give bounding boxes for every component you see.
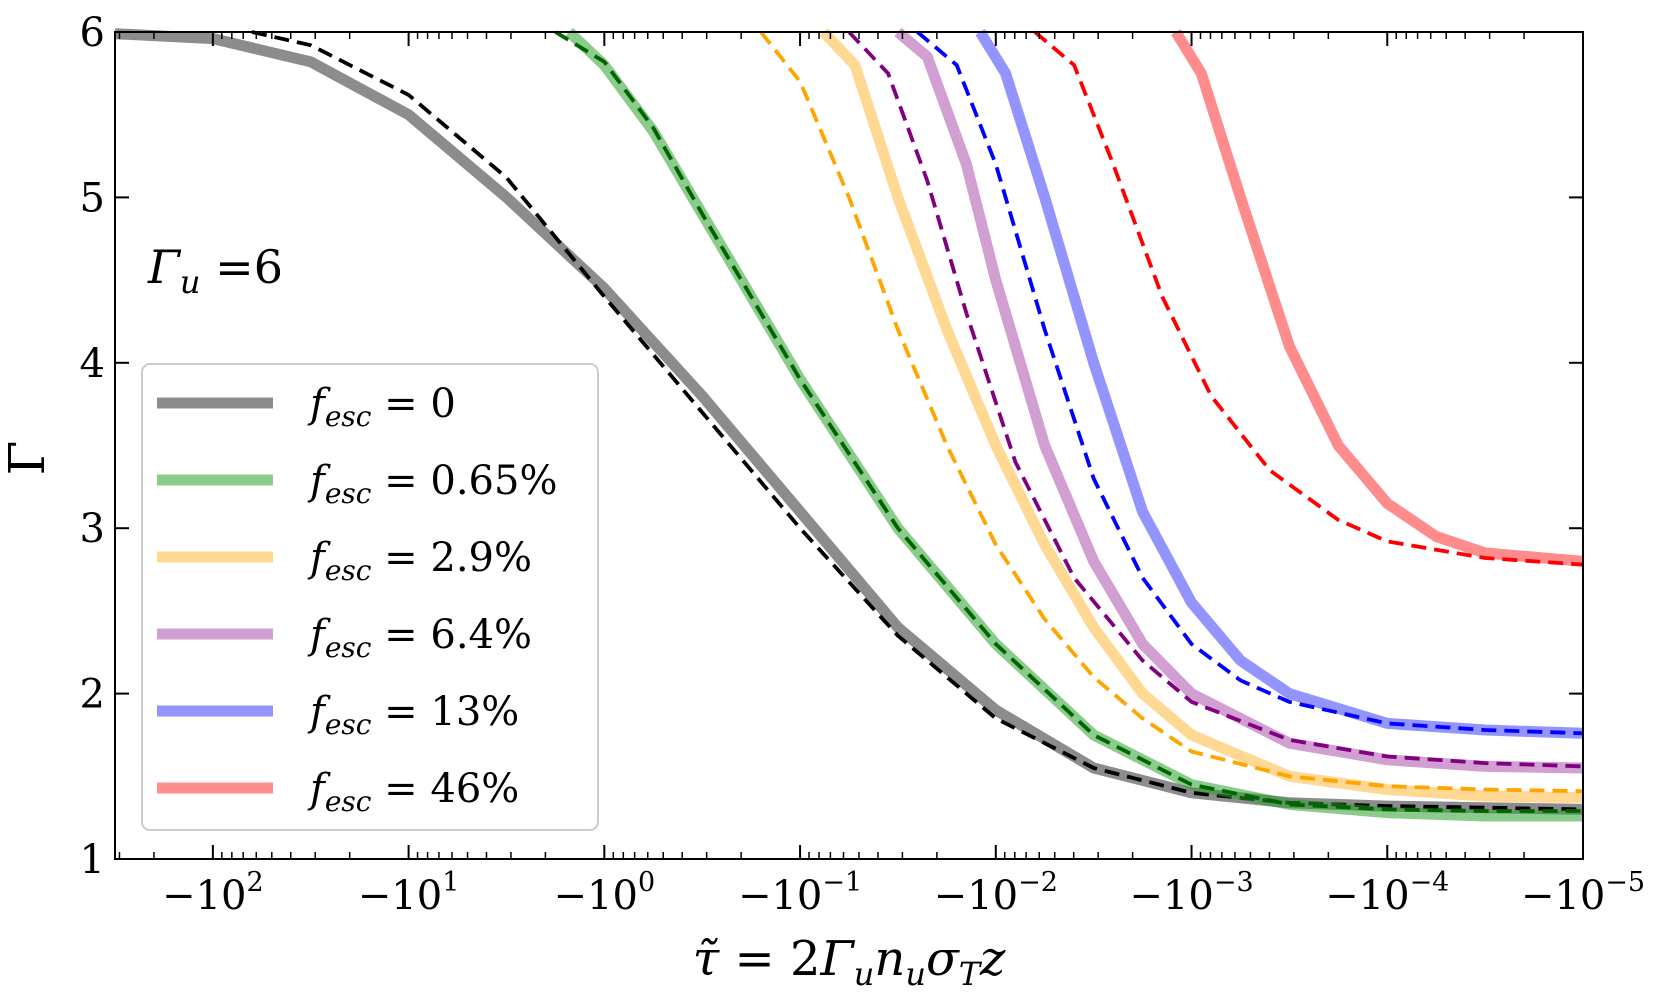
legend-box [141, 363, 599, 831]
plot-frame [114, 31, 1584, 860]
legend-label-4: fesc = 13% [307, 689, 519, 741]
series-5-dashed-line [1033, 30, 1584, 567]
series-4-solid-line [975, 29, 1584, 739]
series-5-solid-line [1171, 29, 1584, 567]
series-4-dashed-line [916, 30, 1584, 736]
x-tick-label: −10−5 [1521, 867, 1645, 919]
y-tick-label: 1 [80, 837, 105, 883]
legend-label-5: fesc = 46% [307, 766, 519, 818]
legend-label-2: fesc = 2.9% [307, 535, 532, 587]
x-tick-label: −10−3 [1129, 867, 1253, 919]
x-tick-label: −10−1 [738, 867, 862, 919]
y-tick-label: 4 [80, 341, 105, 387]
series-3-solid-line [894, 27, 1584, 774]
y-tick-label: 5 [80, 175, 105, 221]
y-tick-label: 3 [80, 506, 105, 552]
legend-label-0: fesc = 0 [307, 381, 456, 433]
x-tick-label: −102 [162, 867, 264, 919]
series-2-solid-line [819, 28, 1584, 804]
y-tick-label: 2 [80, 672, 105, 718]
legend-label-3: fesc = 6.4% [307, 612, 532, 664]
x-axis-label: τ̃ = 2ΓunuσTz [693, 931, 1006, 993]
annotation-gamma-u: Γu =6 [147, 240, 283, 301]
x-tick-label: −101 [358, 867, 460, 919]
x-tick-label: −10−4 [1325, 867, 1449, 919]
y-axis-label: Γ [0, 441, 56, 476]
y-tick-label: 6 [80, 10, 105, 56]
series-3-dashed-line [847, 30, 1584, 769]
x-tick-label: −10−2 [934, 867, 1058, 919]
ticks-layer: 1 2 3 4 5 6 −102 −101 −100 −10−1 −10−2 −10−3 −10−4 −1… [80, 10, 1646, 919]
x-tick-label: −100 [554, 867, 656, 919]
legend-label-1: fesc = 0.65% [307, 458, 557, 510]
series-2-dashed-line [759, 30, 1584, 794]
curves-layer [114, 27, 1584, 822]
series-1-dashed-line [554, 30, 1583, 813]
legend: fesc = 0 fesc = 0.65% fesc = 2.9% fesc = 6.… [141, 363, 599, 831]
